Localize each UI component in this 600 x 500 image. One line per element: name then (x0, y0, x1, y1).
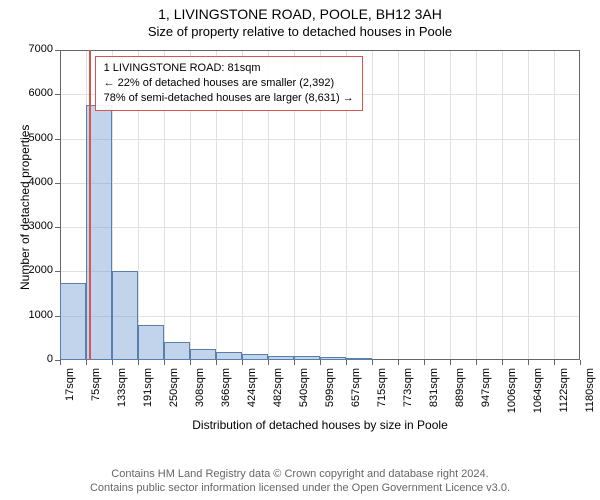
gridline-v (424, 51, 425, 359)
histogram-bar (112, 271, 138, 360)
histogram-bar (190, 349, 216, 360)
y-tick-label: 3000 (15, 220, 53, 232)
marker-line (89, 50, 91, 360)
x-tick (164, 360, 165, 365)
y-tick-label: 2000 (15, 264, 53, 276)
histogram-bar (164, 342, 190, 360)
footer-line-2: Contains public sector information licen… (0, 482, 600, 494)
x-tick (580, 360, 581, 365)
x-tick-label: 308sqm (194, 368, 206, 422)
x-tick-label: 831sqm (428, 368, 440, 422)
x-tick-label: 1122sqm (558, 368, 570, 422)
histogram-bar (138, 325, 164, 360)
x-tick-label: 1006sqm (506, 368, 518, 422)
x-tick-label: 540sqm (298, 368, 310, 422)
x-tick (476, 360, 477, 365)
x-tick-label: 191sqm (142, 368, 154, 422)
y-tick-label: 7000 (15, 43, 53, 55)
y-tick (55, 271, 60, 272)
y-tick (55, 139, 60, 140)
gridline-v (450, 51, 451, 359)
x-tick (554, 360, 555, 365)
x-tick (60, 360, 61, 365)
x-tick (528, 360, 529, 365)
footer-line-1: Contains HM Land Registry data © Crown c… (0, 468, 600, 480)
x-tick-label: 715sqm (376, 368, 388, 422)
x-tick-label: 773sqm (402, 368, 414, 422)
x-tick-label: 133sqm (116, 368, 128, 422)
x-tick (372, 360, 373, 365)
histogram-bar (60, 283, 86, 361)
annotation-line: 78% of semi-detached houses are larger (… (104, 91, 354, 106)
x-tick (242, 360, 243, 365)
x-tick-label: 947sqm (480, 368, 492, 422)
x-tick-label: 250sqm (168, 368, 180, 422)
y-tick (55, 94, 60, 95)
histogram-bar (320, 357, 346, 360)
x-tick-label: 424sqm (246, 368, 258, 422)
annotation-line: 1 LIVINGSTONE ROAD: 81sqm (104, 61, 354, 76)
annotation-line: ← 22% of detached houses are smaller (2,… (104, 76, 354, 91)
x-tick (424, 360, 425, 365)
x-tick-label: 657sqm (350, 368, 362, 422)
x-tick (268, 360, 269, 365)
x-tick (86, 360, 87, 365)
y-tick-label: 5000 (15, 132, 53, 144)
y-tick (55, 183, 60, 184)
page-title: 1, LIVINGSTONE ROAD, POOLE, BH12 3AH (0, 6, 600, 22)
x-tick (138, 360, 139, 365)
x-tick-label: 75sqm (90, 368, 102, 422)
y-tick-label: 0 (15, 353, 53, 365)
chart-root: { "title": "1, LIVINGSTONE ROAD, POOLE, … (0, 0, 600, 500)
histogram-bar (268, 356, 294, 360)
page-subtitle: Size of property relative to detached ho… (0, 24, 600, 39)
y-tick (55, 227, 60, 228)
gridline-v (554, 51, 555, 359)
x-tick (398, 360, 399, 365)
x-tick-label: 889sqm (454, 368, 466, 422)
x-tick-label: 1064sqm (532, 368, 544, 422)
x-tick (450, 360, 451, 365)
histogram-bar (216, 352, 242, 360)
histogram-bar (294, 356, 320, 360)
x-tick (502, 360, 503, 365)
gridline-v (398, 51, 399, 359)
histogram-bar (346, 358, 372, 360)
x-tick-label: 17sqm (64, 368, 76, 422)
annotation-box: 1 LIVINGSTONE ROAD: 81sqm← 22% of detach… (95, 56, 363, 111)
x-tick (216, 360, 217, 365)
x-tick-label: 366sqm (220, 368, 232, 422)
gridline-v (502, 51, 503, 359)
y-tick (55, 50, 60, 51)
x-tick-label: 482sqm (272, 368, 284, 422)
y-tick-label: 4000 (15, 176, 53, 188)
x-tick (294, 360, 295, 365)
y-tick-label: 1000 (15, 309, 53, 321)
x-tick (112, 360, 113, 365)
gridline-v (476, 51, 477, 359)
x-axis-label: Distribution of detached houses by size … (60, 418, 580, 432)
x-tick (346, 360, 347, 365)
x-tick (320, 360, 321, 365)
gridline-v (528, 51, 529, 359)
x-tick-label: 599sqm (324, 368, 336, 422)
x-tick (190, 360, 191, 365)
y-tick-label: 6000 (15, 87, 53, 99)
histogram-bar (242, 354, 268, 360)
x-tick-label: 1180sqm (584, 368, 596, 422)
gridline-v (372, 51, 373, 359)
